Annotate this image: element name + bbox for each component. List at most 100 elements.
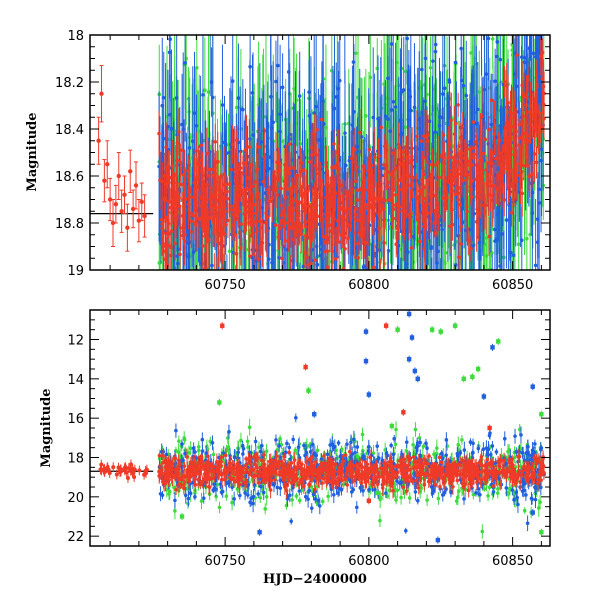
data-point <box>128 462 133 467</box>
data-point <box>136 218 142 223</box>
outlier-point <box>375 490 380 496</box>
y-tick-label: 14 <box>67 373 84 388</box>
data-point <box>137 468 142 473</box>
data-point <box>143 469 148 474</box>
outlier-point <box>475 366 481 372</box>
top-series-red <box>96 65 147 252</box>
outlier-point <box>539 412 544 417</box>
data-point <box>130 206 136 212</box>
outlier-point <box>496 339 501 344</box>
y-tick-label: 20 <box>67 491 84 506</box>
outlier-point <box>481 394 487 399</box>
data-point <box>122 192 127 197</box>
data-point <box>142 472 147 477</box>
outlier-point <box>312 412 317 417</box>
data-point <box>98 467 103 472</box>
bottom-dense-cloud <box>157 413 546 539</box>
data-point <box>125 225 130 230</box>
outlier-point <box>383 323 389 328</box>
outlier-point <box>366 498 372 503</box>
outlier-point <box>179 514 185 519</box>
bottom-x-axis-label: HJD−2400000 <box>263 572 367 587</box>
top-plot-area <box>90 35 546 270</box>
top-panel: 60750 60800 60850 18 18.2 18.4 18.6 18.8 19 <box>55 29 551 293</box>
top-dense-cloud <box>157 35 546 270</box>
data-point <box>111 465 116 470</box>
data-point <box>128 169 133 174</box>
data-point <box>118 469 123 474</box>
y-tick-label: 16 <box>67 412 84 427</box>
outlier-point <box>470 374 475 380</box>
data-point <box>110 220 116 226</box>
y-tick-label: 18.2 <box>55 76 84 91</box>
x-tick-label: 60800 <box>348 554 389 569</box>
outlier-point <box>220 323 225 328</box>
data-point <box>132 474 137 479</box>
y-tick-label: 12 <box>67 334 84 349</box>
outlier-point <box>217 400 222 405</box>
outlier-point <box>395 327 400 332</box>
bottom-early-cluster <box>98 459 149 483</box>
outlier-point <box>530 384 535 389</box>
outlier-point <box>435 537 441 543</box>
outlier-point <box>303 364 308 370</box>
data-point <box>106 467 111 472</box>
data-point <box>133 183 139 188</box>
data-point <box>125 476 130 481</box>
bottom-panel: 60750 60800 60850 12 14 16 18 20 22 <box>67 309 551 569</box>
outlier-point <box>406 311 412 317</box>
data-point <box>114 472 119 477</box>
data-point <box>126 466 131 471</box>
y-tick-label: 18 <box>67 29 84 44</box>
outlier-point <box>363 329 369 334</box>
x-tick-label: 60800 <box>348 278 389 293</box>
outlier-point <box>306 388 311 393</box>
data-point <box>107 197 113 202</box>
outlier-point <box>409 335 415 340</box>
outlier-point <box>438 329 443 334</box>
outlier-point <box>406 356 412 362</box>
outlier-point <box>530 510 535 515</box>
y-tick-label: 18.8 <box>55 217 84 232</box>
data-point <box>116 465 121 470</box>
outlier-point <box>490 345 495 350</box>
y-tick-label: 22 <box>67 530 84 545</box>
outlier-point <box>487 425 492 431</box>
outlier-point <box>412 368 418 374</box>
outlier-point <box>257 530 262 535</box>
x-tick-label: 60850 <box>492 278 533 293</box>
x-tick-label: 60850 <box>492 554 533 569</box>
data-point <box>139 199 144 205</box>
data-point <box>99 91 104 96</box>
outlier-point <box>539 530 544 535</box>
data-point <box>123 466 128 471</box>
y-tick-label: 19 <box>67 264 84 279</box>
y-tick-label: 18 <box>67 452 84 467</box>
data-point <box>105 162 110 167</box>
outlier-point <box>429 327 435 332</box>
bottom-y-axis-label: Magnitude <box>39 388 54 467</box>
y-tick-label: 18.6 <box>55 170 84 185</box>
data-point <box>102 178 107 183</box>
bottom-plot-area <box>90 310 546 544</box>
y-tick-label: 18.4 <box>55 123 84 138</box>
outlier-point <box>461 376 466 382</box>
x-tick-label: 60750 <box>204 278 245 293</box>
outlier-point <box>217 463 222 468</box>
data-point <box>142 213 147 219</box>
outlier-point <box>389 423 395 429</box>
data-point <box>116 173 121 179</box>
outlier-point <box>401 410 406 415</box>
outlier-point <box>366 392 372 397</box>
data-point <box>102 467 107 472</box>
data-point <box>119 209 124 214</box>
top-y-axis-label: Magnitude <box>25 112 40 191</box>
outlier-point <box>363 358 369 364</box>
x-tick-label: 60750 <box>204 554 245 569</box>
data-point <box>96 138 101 143</box>
outlier-point <box>415 376 420 382</box>
outlier-point <box>452 323 458 328</box>
data-point <box>113 202 119 207</box>
